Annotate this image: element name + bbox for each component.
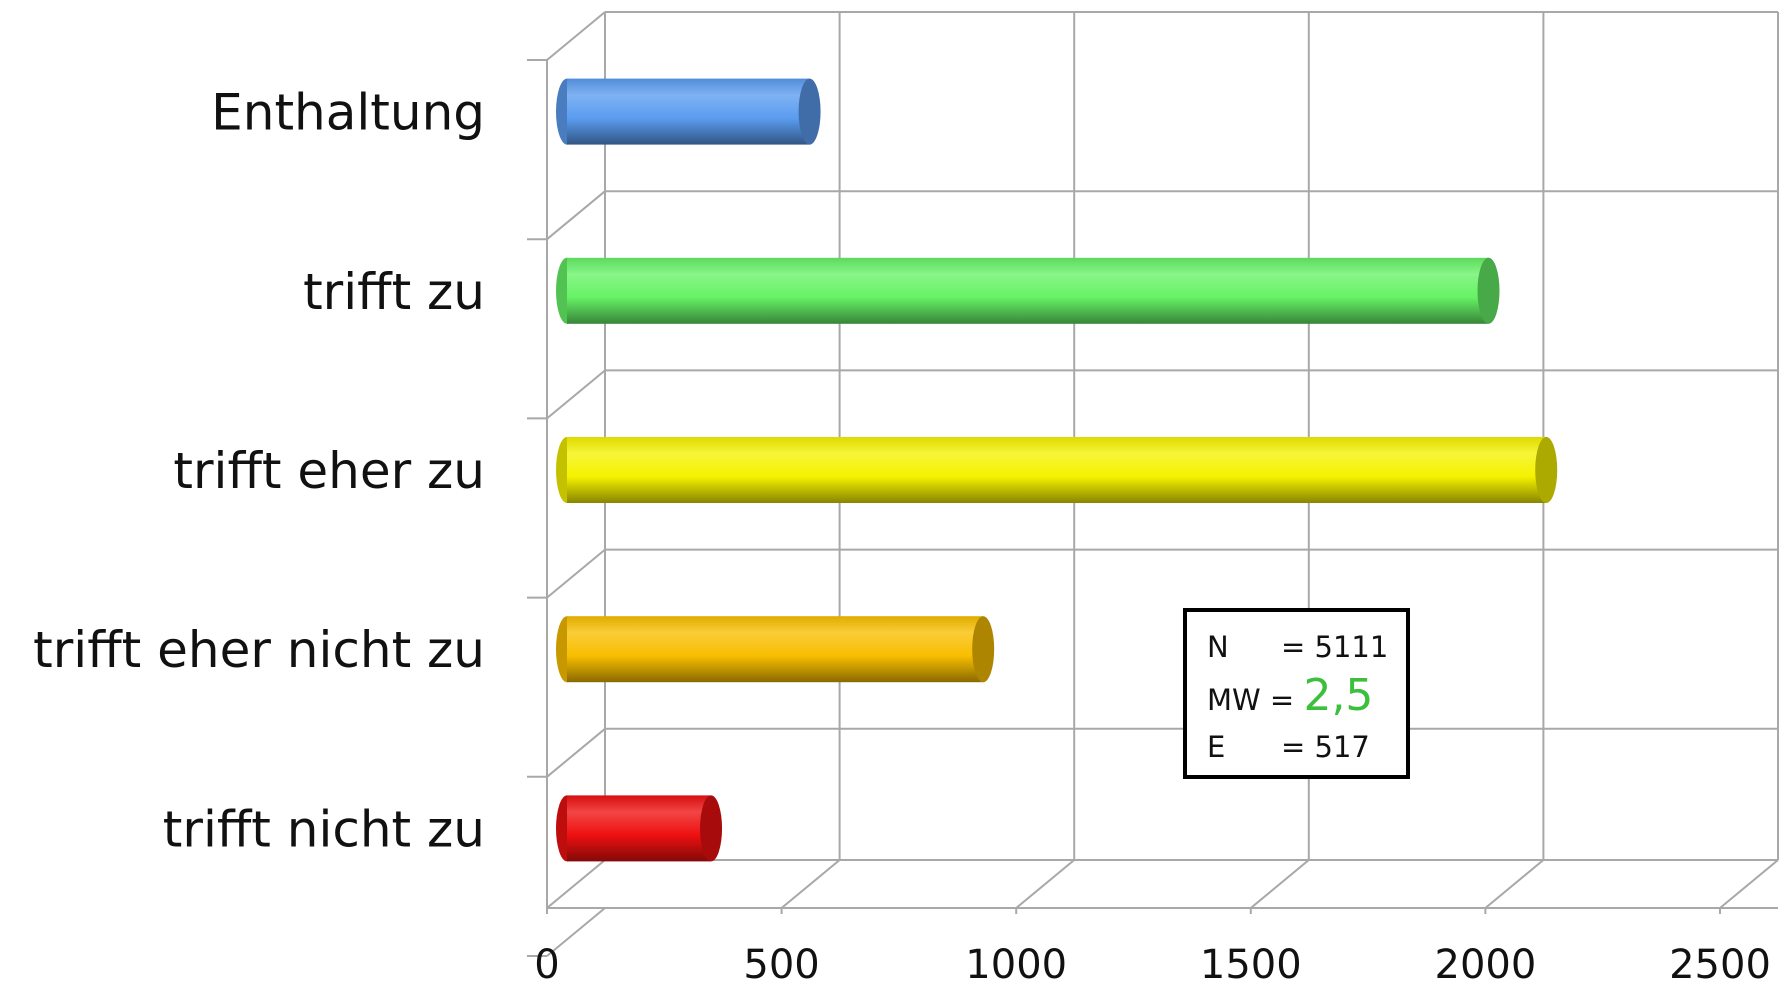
x-tick-label: 1000 (965, 942, 1067, 988)
bar-end-cap (1535, 437, 1558, 503)
bar-2 (556, 437, 1558, 503)
bar-end-cap (798, 78, 821, 145)
gridline-side (546, 907, 606, 957)
bar-3 (556, 616, 995, 683)
stat-e-label: E (1207, 730, 1226, 764)
category-label: trifft nicht zu (163, 800, 485, 858)
bar-1 (556, 257, 1500, 324)
stat-e-value: = 517 (1281, 730, 1370, 764)
gridline-floor (1484, 859, 1545, 909)
bar-body (567, 437, 1547, 503)
bar-4 (556, 795, 723, 862)
gridline-side (546, 369, 606, 420)
stat-n-label: N (1207, 630, 1229, 664)
stat-n-value: = 5111 (1281, 630, 1389, 664)
stat-mw-value: 2,5 (1303, 670, 1374, 721)
x-tick-label: 1500 (1200, 942, 1302, 988)
bar-end-cap (1477, 257, 1500, 324)
gridline-side (546, 190, 606, 240)
category-label: Enthaltung (211, 84, 485, 142)
category-label: trifft zu (303, 263, 485, 321)
gridline-side (546, 548, 606, 599)
gridline-floor (780, 859, 841, 909)
bar-end-cap (972, 616, 995, 683)
bar-body (567, 616, 984, 683)
bar-0 (556, 78, 821, 145)
bar-body (567, 795, 712, 862)
statistics-box: N = 5111 MW = 2,5 E = 517 (1183, 608, 1410, 779)
x-tick-label: 2000 (1435, 942, 1537, 988)
bars (556, 78, 1558, 862)
stat-mw-equals: = (1269, 683, 1295, 717)
chart-grid (527, 11, 1779, 957)
x-axis-ticks: 0 500 1000 1500 2000 2500 (534, 942, 1771, 988)
x-tick-label: 0 (534, 942, 559, 988)
stat-e-row: E = 517 (1207, 730, 1396, 764)
bar-end-cap (700, 795, 723, 862)
bar-body (567, 257, 1489, 324)
bar-body (567, 78, 810, 145)
gridline-floor (1719, 859, 1779, 909)
x-tick-label: 2500 (1669, 942, 1771, 988)
gridline-floor (1250, 859, 1310, 909)
gridline-floor (546, 859, 606, 909)
category-labels: Enthaltung trifft zu trifft eher zu trifft … (33, 84, 485, 859)
gridline-floor (1015, 859, 1075, 909)
gridline-side (546, 728, 606, 778)
stat-mw-row: MW = 2,5 (1207, 670, 1396, 721)
stat-n-row: N = 5111 (1207, 630, 1396, 664)
category-label: trifft eher zu (173, 442, 485, 500)
stat-mw-label: MW (1207, 683, 1261, 717)
gridline-side (546, 11, 606, 61)
x-tick-label: 500 (743, 942, 819, 988)
category-label: trifft eher nicht zu (33, 621, 485, 679)
